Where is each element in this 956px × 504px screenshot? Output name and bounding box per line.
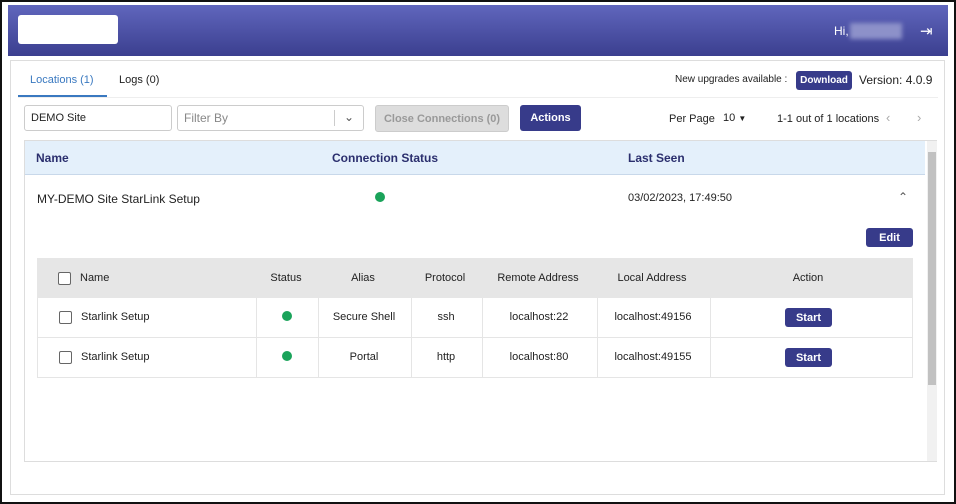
last-seen: 03/02/2023, 17:49:50 [628,192,732,204]
remote-address: localhost:22 [509,311,569,323]
start-button[interactable]: Start [785,348,832,367]
remote-address: localhost:80 [509,351,569,363]
start-button[interactable]: Start [785,308,832,327]
status-dot [375,192,385,202]
filter-by-select[interactable]: Filter By ⌄ [177,105,364,131]
close-connections-button[interactable]: Close Connections (0) [375,105,509,132]
table-row: Starlink Setup Secure Shell ssh localhos… [37,298,913,338]
next-page-icon[interactable]: › [917,110,922,125]
caret-down-icon: ▼ [738,114,747,123]
sub-col-local: Local Address [617,272,687,284]
logout-icon[interactable]: ⇥ [920,23,933,40]
col-connection-status: Connection Status [332,151,439,165]
sub-col-remote: Remote Address [497,272,579,284]
chevron-down-icon: ⌄ [344,110,355,124]
actions-button[interactable]: Actions [520,105,581,131]
search-input[interactable]: DEMO Site [24,105,172,131]
alias: Secure Shell [332,311,396,323]
upgrade-text: New upgrades available : [675,74,788,85]
col-last-seen: Last Seen [628,151,685,165]
download-button[interactable]: Download [796,71,852,90]
row-checkbox[interactable] [59,351,72,364]
service-name: Starlink Setup [81,351,150,363]
chevron-up-icon[interactable]: ⌃ [898,190,909,204]
protocol: ssh [437,311,455,323]
table-row: Starlink Setup Portal http localhost:80 … [37,338,913,378]
protocol: http [436,351,456,363]
user-name-redacted [850,23,902,39]
tab-divider [18,97,938,98]
table-header [25,141,925,175]
logo [18,15,118,44]
local-address: localhost:49155 [614,351,692,363]
service-name: Starlink Setup [81,311,150,323]
scrollbar-thumb[interactable] [928,152,936,385]
tab-logs[interactable]: Logs (0) [119,74,160,86]
per-page-select[interactable]: 10 ▼ [723,112,746,124]
sub-col-alias: Alias [351,272,375,284]
status-dot [282,311,292,321]
filter-placeholder: Filter By [184,111,229,125]
greeting: Hi, [834,24,849,38]
status-dot [282,351,292,361]
services-table-header: Name Status Alias Protocol Remote Addres… [37,258,913,298]
pagination-range: 1-1 out of 1 locations [777,113,880,125]
row-checkbox[interactable] [59,311,72,324]
sub-col-status: Status [270,272,302,284]
local-address: localhost:49156 [614,311,692,323]
sub-col-protocol: Protocol [424,272,466,284]
edit-button[interactable]: Edit [866,228,913,247]
prev-page-icon[interactable]: ‹ [886,110,891,125]
per-page-label: Per Page [669,113,715,125]
version-label: Version: 4.0.9 [859,73,933,87]
alias: Portal [349,351,379,363]
per-page-value: 10 [723,112,736,124]
sub-col-name: Name [80,272,110,284]
sub-col-action: Action [792,272,824,284]
select-all-checkbox[interactable] [58,272,71,285]
top-bar [8,5,948,56]
select-divider [334,110,335,126]
col-name: Name [36,151,69,165]
tab-locations[interactable]: Locations (1) [30,74,94,86]
location-name: MY-DEMO Site StarLink Setup [37,192,200,206]
active-tab-indicator [18,95,107,97]
